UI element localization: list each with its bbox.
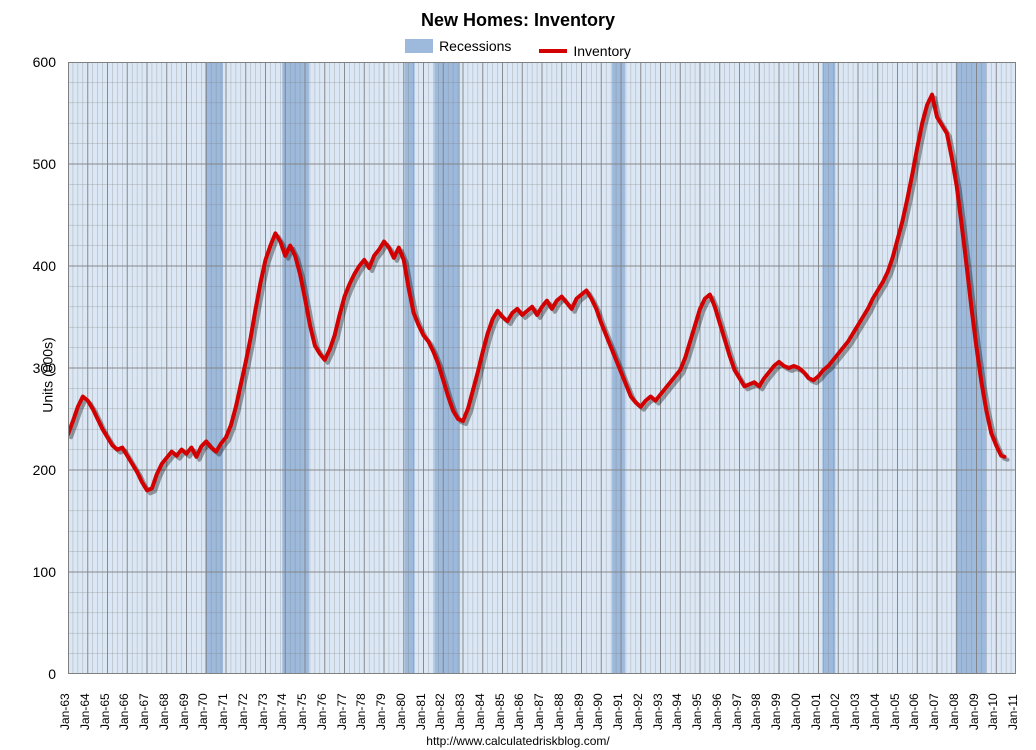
x-tick-label: Jan-74 bbox=[275, 693, 289, 730]
x-tick-label: Jan-67 bbox=[137, 693, 151, 730]
legend-label-inventory: Inventory bbox=[573, 43, 631, 59]
x-tick-label: Jan-95 bbox=[690, 693, 704, 730]
x-tick-label: Jan-70 bbox=[196, 693, 210, 730]
x-tick-label: Jan-82 bbox=[433, 693, 447, 730]
x-tick-label: Jan-98 bbox=[749, 693, 763, 730]
x-tick-label: Jan-94 bbox=[670, 693, 684, 730]
y-tick-label: 500 bbox=[33, 156, 56, 172]
x-tick-label: Jan-73 bbox=[256, 693, 270, 730]
x-tick-label: Jan-07 bbox=[927, 693, 941, 730]
y-tick-label: 300 bbox=[33, 360, 56, 376]
y-tick-label: 200 bbox=[33, 462, 56, 478]
x-tick-label: Jan-64 bbox=[78, 693, 92, 730]
x-tick-label: Jan-01 bbox=[809, 693, 823, 730]
x-tick-label: Jan-77 bbox=[335, 693, 349, 730]
x-tick-label: Jan-10 bbox=[986, 693, 1000, 730]
plot-area bbox=[68, 62, 1016, 674]
x-tick-label: Jan-78 bbox=[354, 693, 368, 730]
x-tick-label: Jan-75 bbox=[295, 693, 309, 730]
x-tick-label: Jan-80 bbox=[394, 693, 408, 730]
x-tick-label: Jan-66 bbox=[117, 693, 131, 730]
x-tick-label: Jan-09 bbox=[967, 693, 981, 730]
legend-item-inventory: Inventory bbox=[539, 43, 631, 59]
x-tick-label: Jan-92 bbox=[631, 693, 645, 730]
chart-title: New Homes: Inventory bbox=[0, 10, 1036, 31]
x-tick-label: Jan-03 bbox=[848, 693, 862, 730]
x-tick-label: Jan-02 bbox=[828, 693, 842, 730]
legend-item-recessions: Recessions bbox=[405, 38, 511, 54]
y-axis-ticks: 0100200300400500600 bbox=[0, 62, 62, 674]
x-tick-label: Jan-79 bbox=[374, 693, 388, 730]
x-tick-label: Jan-90 bbox=[591, 693, 605, 730]
x-tick-label: Jan-04 bbox=[868, 693, 882, 730]
plot-svg bbox=[68, 62, 1016, 674]
x-tick-label: Jan-86 bbox=[512, 693, 526, 730]
x-tick-label: Jan-69 bbox=[177, 693, 191, 730]
legend-line-inventory bbox=[539, 49, 567, 53]
x-tick-label: Jan-00 bbox=[789, 693, 803, 730]
x-tick-label: Jan-97 bbox=[730, 693, 744, 730]
x-tick-label: Jan-68 bbox=[157, 693, 171, 730]
chart-footer: http://www.calculatedriskblog.com/ bbox=[0, 734, 1036, 748]
y-tick-label: 100 bbox=[33, 564, 56, 580]
y-tick-label: 0 bbox=[48, 666, 56, 682]
chart-container: New Homes: Inventory Recessions Inventor… bbox=[0, 0, 1036, 750]
x-tick-label: Jan-72 bbox=[236, 693, 250, 730]
chart-legend: Recessions Inventory bbox=[0, 38, 1036, 59]
x-tick-label: Jan-11 bbox=[1006, 694, 1020, 730]
x-tick-label: Jan-81 bbox=[414, 693, 428, 730]
x-tick-label: Jan-06 bbox=[907, 693, 921, 730]
x-tick-label: Jan-83 bbox=[453, 693, 467, 730]
y-tick-label: 400 bbox=[33, 258, 56, 274]
x-tick-label: Jan-88 bbox=[552, 693, 566, 730]
legend-label-recessions: Recessions bbox=[439, 38, 511, 54]
x-tick-label: Jan-85 bbox=[493, 693, 507, 730]
x-tick-label: Jan-65 bbox=[98, 693, 112, 730]
x-tick-label: Jan-87 bbox=[532, 693, 546, 730]
x-tick-label: Jan-91 bbox=[611, 693, 625, 730]
x-tick-label: Jan-96 bbox=[710, 693, 724, 730]
x-tick-label: Jan-76 bbox=[315, 693, 329, 730]
y-tick-label: 600 bbox=[33, 54, 56, 70]
x-tick-label: Jan-08 bbox=[947, 693, 961, 730]
x-tick-label: Jan-89 bbox=[572, 693, 586, 730]
x-tick-label: Jan-71 bbox=[216, 693, 230, 730]
legend-swatch-recessions bbox=[405, 39, 433, 53]
x-tick-label: Jan-63 bbox=[58, 693, 72, 730]
x-axis-ticks: Jan-63Jan-64Jan-65Jan-66Jan-67Jan-68Jan-… bbox=[68, 676, 1016, 732]
x-tick-label: Jan-99 bbox=[769, 693, 783, 730]
x-tick-label: Jan-93 bbox=[651, 693, 665, 730]
x-tick-label: Jan-84 bbox=[473, 693, 487, 730]
x-tick-label: Jan-05 bbox=[888, 693, 902, 730]
